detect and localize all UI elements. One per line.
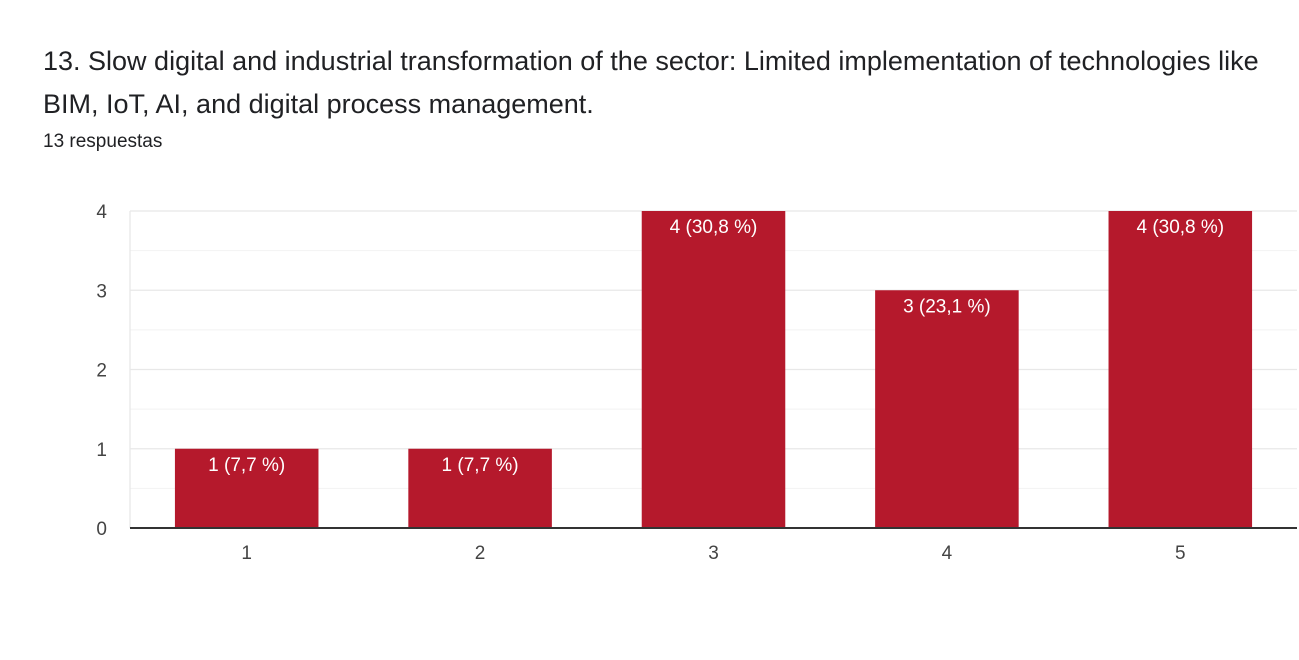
y-tick-label: 4 (96, 202, 107, 223)
bar (174, 448, 319, 528)
x-tick-label: 3 (708, 543, 719, 564)
x-tick-label: 4 (942, 543, 953, 564)
bar-data-label: 1 (7,7 %) (208, 455, 285, 476)
y-tick-label: 2 (96, 361, 107, 382)
labels: 0 1 2 3 4 1 (7,7 %) 1 1 (7,7 %) 2 4 (30,8 %) 3 3 (2… (96, 202, 1224, 564)
bar (408, 448, 552, 528)
bar-data-label: 3 (23,1 %) (903, 296, 991, 317)
y-tick-label: 0 (96, 519, 107, 540)
bar (875, 290, 1019, 528)
y-tick-label: 3 (96, 281, 107, 302)
x-tick-label: 1 (241, 543, 252, 564)
bar-data-label: 4 (30,8 %) (1136, 217, 1224, 238)
question-title: 13. Slow digital and industrial transfor… (43, 46, 1259, 119)
response-count: 13 respuestas (43, 131, 163, 152)
bars (174, 211, 1253, 528)
bar (1108, 211, 1253, 528)
x-tick-label: 2 (475, 543, 486, 564)
bar (641, 211, 786, 528)
bar-data-label: 4 (30,8 %) (670, 217, 758, 238)
y-tick-label: 1 (96, 440, 107, 461)
x-tick-label: 5 (1175, 543, 1186, 564)
bar-data-label: 1 (7,7 %) (442, 455, 519, 476)
